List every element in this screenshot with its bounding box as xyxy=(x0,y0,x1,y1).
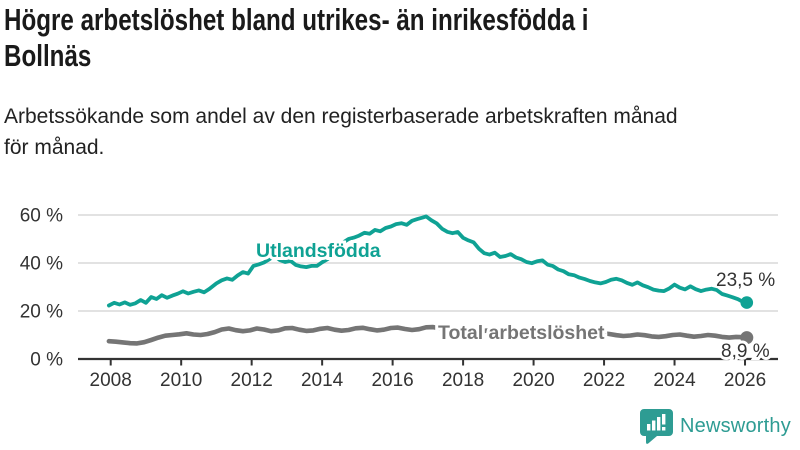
end-dot-total-arbetsl-shet xyxy=(740,331,754,345)
y-tick-label: 20 % xyxy=(20,302,63,323)
x-tick-label: 2026 xyxy=(724,370,766,391)
x-tick-label: 2014 xyxy=(301,370,344,391)
subtitle-line-1: Arbetssökande som andel av den registerb… xyxy=(4,105,678,128)
chart-subtitle: Arbetssökande som andel av den registerb… xyxy=(4,101,678,163)
page-title: Högre arbetslöshet bland utrikes- än inr… xyxy=(4,2,588,74)
y-tick-label: 40 % xyxy=(20,254,63,275)
newsworthy-wordmark: Newsworthy xyxy=(680,414,791,437)
end-dot-utlandsf-dda xyxy=(740,296,754,309)
series-line-utlandsf-dda xyxy=(107,214,749,308)
x-tick-label: 2020 xyxy=(512,370,554,391)
newsworthy-chart-bubble-icon xyxy=(640,409,673,444)
end-value-label-total-arbetsl-shet: 8,9 % xyxy=(721,341,770,362)
x-tick-label: 2018 xyxy=(442,370,484,391)
title-line-1: Högre arbetslöshet bland utrikes- än inr… xyxy=(4,2,589,37)
x-tick-label: 2024 xyxy=(653,370,696,391)
title-line-2: Bollnäs xyxy=(4,38,92,73)
x-tick-label: 2012 xyxy=(231,370,273,391)
series-label-total-arbetsl-shet: Total arbetslöshet xyxy=(438,322,605,344)
end-value-label-utlandsf-dda: 23,5 % xyxy=(716,270,775,291)
subtitle-line-2: för månad. xyxy=(4,136,105,159)
x-tick-label: 2010 xyxy=(160,370,202,391)
newsworthy-logo: Newsworthy xyxy=(640,408,791,444)
y-tick-label: 60 % xyxy=(20,206,63,227)
series-line-total-arbetsl-shet xyxy=(106,324,750,346)
x-tick-label: 2008 xyxy=(90,370,132,391)
x-tick-label: 2022 xyxy=(583,370,625,391)
y-tick-label: 0 % xyxy=(30,350,63,371)
series-label-utlandsf-dda: Utlandsfödda xyxy=(256,240,381,262)
x-tick-label: 2016 xyxy=(371,370,413,391)
